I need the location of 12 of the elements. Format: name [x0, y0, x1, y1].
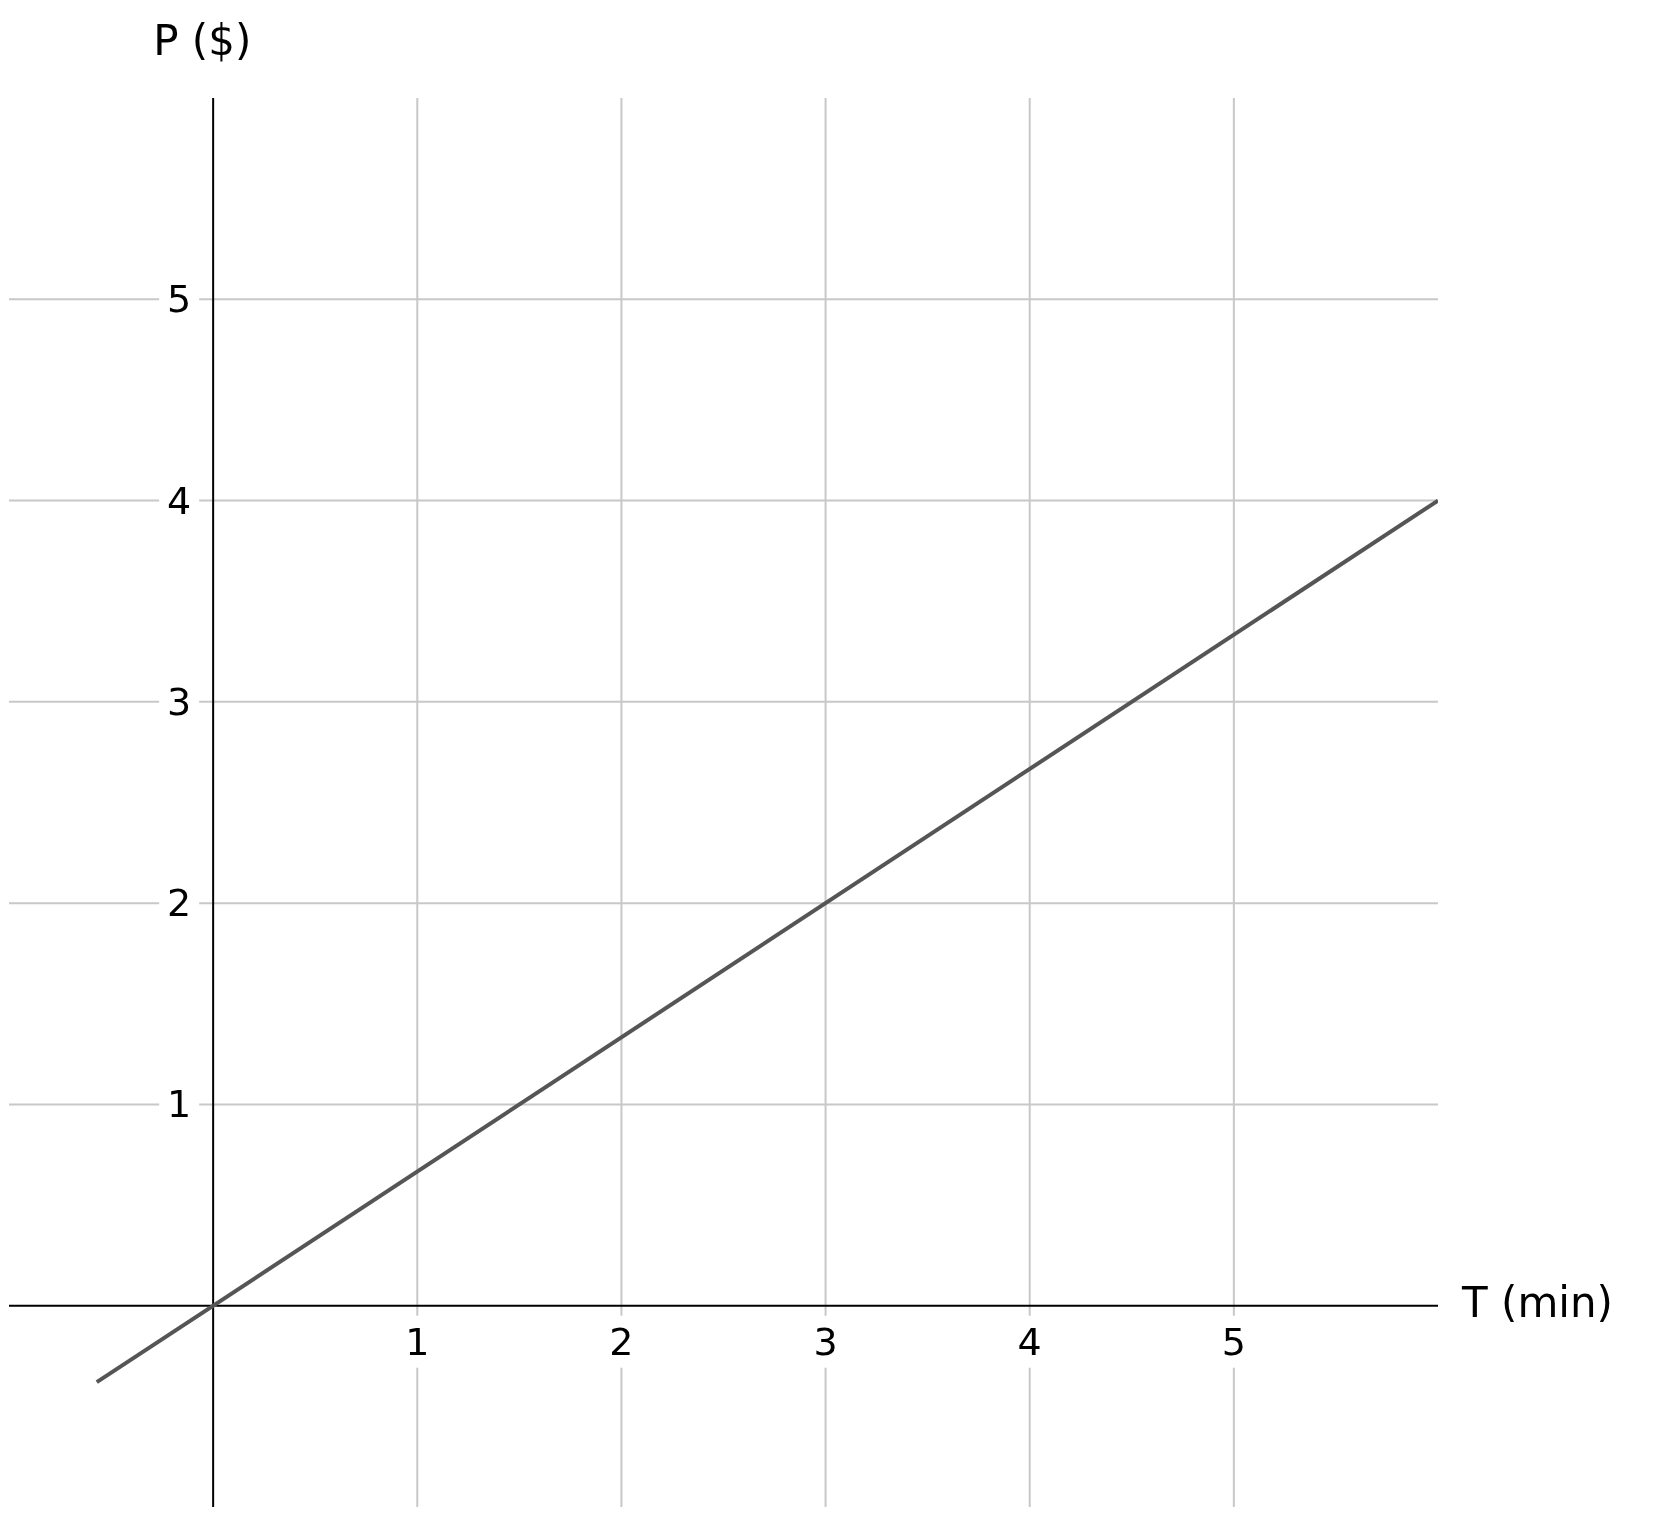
x-tick-label: 1 [405, 1319, 430, 1364]
y-tick-label: 3 [167, 679, 192, 724]
y-tick-label: 5 [167, 277, 192, 322]
x-tick-label: 4 [1017, 1319, 1042, 1364]
x-axis-title: T (min) [1462, 1277, 1613, 1327]
x-tick-label: 3 [813, 1319, 838, 1364]
y-axis-title: P ($) [153, 16, 252, 65]
y-tick-label: 4 [167, 478, 192, 523]
y-tick-label: 1 [167, 1082, 192, 1127]
x-tick-label: 2 [609, 1319, 634, 1364]
y-tick-label: 2 [167, 881, 192, 926]
x-tick-label: 5 [1221, 1319, 1246, 1364]
